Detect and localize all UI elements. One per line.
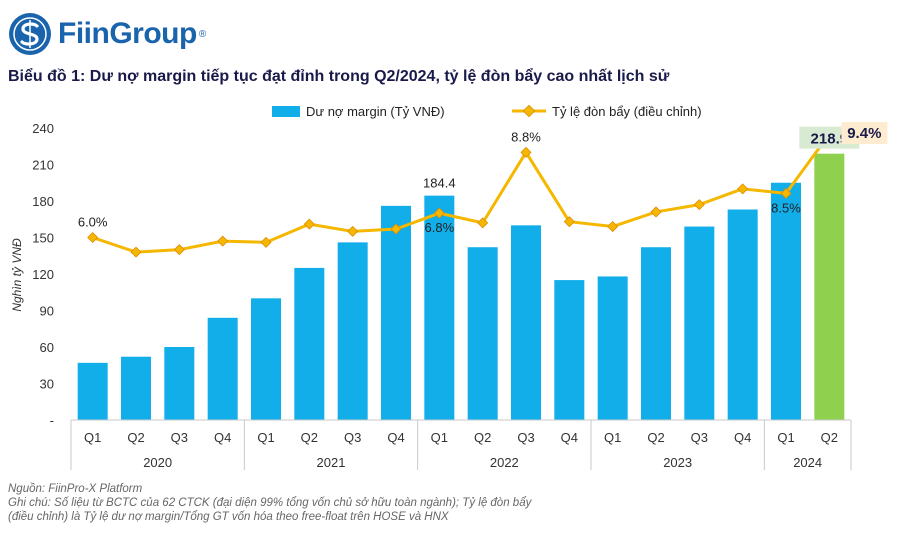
x-tick-label-9: Q2: [474, 430, 491, 445]
line-series: [87, 128, 835, 258]
line-point-16: [780, 187, 792, 199]
leverage-line: [92, 133, 831, 254]
y-tick-label: 60: [40, 340, 54, 355]
x-tick-label-6: Q3: [344, 430, 361, 445]
bar-8: [424, 195, 455, 420]
y-axis-label: Nghìn tỷ VNĐ: [10, 238, 24, 312]
brand-name: FiinGroup: [58, 17, 197, 50]
source-note: Nguồn: FiinPro-X Platform: [8, 483, 143, 495]
bar-17: [814, 153, 845, 420]
line-point-11: [563, 216, 575, 228]
y-tick-label: 180: [32, 194, 54, 209]
y-tick-label: 210: [32, 158, 54, 173]
bar-4: [251, 298, 281, 420]
bar-14: [684, 226, 715, 420]
x-tick-label-11: Q4: [561, 430, 578, 445]
bar-2: [164, 347, 195, 420]
line-data-label-2: 6.8%: [425, 220, 455, 235]
bar-10: [511, 225, 541, 420]
x-tick-label-7: Q4: [387, 430, 404, 445]
legend-line-label: Tỷ lệ đòn bẩy (điều chỉnh): [552, 104, 702, 119]
chart-footer: Nguồn: FiinPro-X Platform Ghi chú: Số li…: [8, 482, 531, 524]
brand-registered-mark: ®: [198, 28, 207, 40]
x-tick-label-2: Q3: [171, 430, 188, 445]
bar-5: [294, 267, 325, 420]
margin-debt-chart: Dư nợ margin (Tỷ VNĐ) Tỷ lệ đòn bẩy (điều…: [10, 104, 888, 470]
y-axis: - 30 60 90 120 150 180 210 240: [32, 121, 54, 428]
line-point-3: [217, 235, 229, 247]
x-tick-label-13: Q2: [647, 430, 664, 445]
year-label-2020: 2020: [143, 455, 172, 470]
y-tick-label: 150: [32, 231, 54, 246]
line-data-label-6: 9.4%: [847, 125, 881, 142]
line-point-8: [433, 207, 445, 219]
highlight-line-label-bg: [841, 122, 888, 145]
bar-13: [641, 247, 671, 420]
line-point-13: [650, 206, 662, 218]
x-tick-label-12: Q1: [604, 430, 621, 445]
legend-bar-swatch: [272, 106, 300, 117]
bar-data-label-5: 218.9: [811, 131, 849, 148]
line-point-7: [390, 223, 402, 235]
x-tick-label-1: Q2: [127, 430, 144, 445]
line-point-9: [477, 217, 489, 229]
line-point-4: [260, 236, 272, 248]
x-axis: Q1 Q2 Q3 Q4 Q1 Q2 Q3 Q4 Q1 Q2 Q3 Q4 Q1 Q2 Q3 Q4 Q1 Q2 2020…: [70, 419, 852, 470]
year-label-2023: 2023: [663, 455, 692, 470]
bar-11: [554, 280, 585, 420]
line-point-2: [173, 244, 185, 256]
x-tick-label-14: Q3: [691, 430, 708, 445]
bar-0: [77, 362, 108, 420]
year-label-2021: 2021: [317, 455, 346, 470]
x-tick-label-10: Q3: [517, 430, 534, 445]
year-label-2022: 2022: [490, 455, 519, 470]
year-label-2024: 2024: [793, 455, 822, 470]
y-tick-label: 240: [32, 121, 54, 136]
chart-title: Biểu đồ 1: Dư nợ margin tiếp tục đạt đỉn…: [8, 68, 670, 85]
x-tick-label-15: Q4: [734, 430, 751, 445]
bar-data-label-1: 184.4: [423, 176, 456, 191]
legend-line-marker: [522, 104, 536, 118]
line-point-15: [737, 183, 749, 195]
fiingroup-logo: FiinGroup ®: [8, 12, 206, 56]
bar-9: [467, 247, 498, 420]
x-tick-label-17: Q2: [821, 430, 838, 445]
bar-6: [337, 242, 368, 420]
bar-16: [771, 182, 801, 420]
legend-bar-label: Dư nợ margin (Tỷ VNĐ): [306, 104, 445, 119]
y-tick-label: -: [50, 413, 54, 428]
y-tick-label: 30: [40, 377, 54, 392]
bar-15: [727, 209, 758, 420]
bar-12: [597, 276, 628, 420]
line-point-1: [130, 246, 142, 258]
x-tick-label-16: Q1: [777, 430, 794, 445]
x-tick-label-0: Q1: [84, 430, 101, 445]
line-point-6: [347, 225, 359, 237]
line-point-0: [87, 231, 99, 244]
x-tick-label-8: Q1: [431, 430, 448, 445]
chart-legend: Dư nợ margin (Tỷ VNĐ) Tỷ lệ đòn bẩy (điều…: [272, 104, 702, 119]
bar-3: [207, 317, 238, 420]
fiingroup-logo-icon: [9, 13, 51, 55]
bar-7: [381, 205, 411, 420]
y-tick-label: 120: [32, 267, 54, 282]
line-point-5: [303, 218, 315, 230]
note-line-1: Ghi chú: Số liệu từ BCTC của 62 CTCK (đạ…: [8, 497, 532, 509]
x-tick-label-3: Q4: [214, 430, 231, 445]
bar-1: [121, 356, 151, 420]
note-line-2: (điều chỉnh) là Tỷ lệ dư nợ margin/Tổng …: [8, 511, 449, 523]
x-tick-label-5: Q2: [301, 430, 318, 445]
line-point-12: [607, 221, 619, 233]
data-labels: 6.0% 184.4 6.8% 8.8% 8.5% 218.9 9.4%: [78, 122, 888, 235]
line-data-label-3: 8.8%: [511, 129, 541, 144]
line-point-10: [520, 146, 532, 158]
x-tick-label-4: Q1: [257, 430, 274, 445]
y-tick-label: 90: [40, 304, 54, 319]
line-point-14: [693, 199, 705, 211]
line-data-label-4: 8.5%: [771, 200, 801, 215]
bar-series: [77, 153, 845, 420]
line-data-label-0: 6.0%: [78, 215, 108, 230]
